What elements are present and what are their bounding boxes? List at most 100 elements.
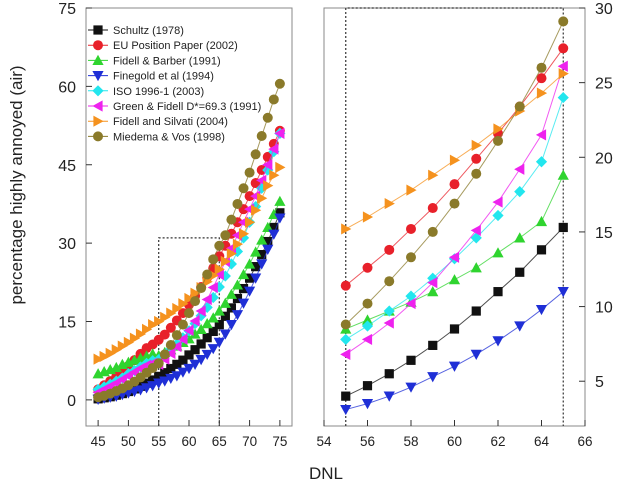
left-data-point xyxy=(141,378,152,388)
left-data-point xyxy=(117,340,128,352)
left-data-point xyxy=(201,317,213,329)
left-y-tick-label: 30 xyxy=(58,236,76,253)
left-data-point xyxy=(160,368,170,378)
right-x-tick-label: 64 xyxy=(534,434,550,449)
right-zoom-box xyxy=(345,7,564,426)
right-data-point xyxy=(557,287,569,298)
right-data-point xyxy=(361,399,374,410)
right-x-tick-label: 60 xyxy=(447,434,462,449)
left-data-point xyxy=(225,288,238,299)
left-data-point xyxy=(165,322,176,333)
left-data-point xyxy=(250,246,262,257)
left-data-point xyxy=(243,258,256,269)
left-data-point xyxy=(274,127,285,139)
left-y-tick-label: 15 xyxy=(58,315,76,332)
right-data-point xyxy=(492,247,504,258)
right-series-line xyxy=(345,291,564,411)
left-data-point xyxy=(208,254,219,265)
legend-marker xyxy=(92,100,103,112)
right-data-point xyxy=(362,211,374,223)
right-data-point xyxy=(340,319,351,330)
left-data-point xyxy=(99,350,110,363)
right-data-point xyxy=(558,222,568,233)
right-data-point xyxy=(405,297,416,310)
right-data-point xyxy=(514,163,525,175)
left-data-point xyxy=(262,244,274,255)
left-data-point xyxy=(184,308,194,319)
right-data-point xyxy=(427,372,439,383)
left-data-point xyxy=(244,273,255,283)
right-data-point xyxy=(427,277,438,289)
legend-label: Finegold et al (1994) xyxy=(113,71,214,83)
right-y-tick-label: 30 xyxy=(595,1,613,18)
left-data-point xyxy=(232,293,243,304)
left-data-point xyxy=(244,191,255,202)
left-data-point xyxy=(256,164,267,175)
left-data-point xyxy=(274,195,286,206)
right-data-point xyxy=(384,244,395,255)
left-data-point xyxy=(250,273,262,284)
left-data-point xyxy=(196,339,206,349)
right-data-point xyxy=(557,60,568,72)
right-data-point xyxy=(383,317,394,329)
left-data-point xyxy=(183,324,194,336)
left-data-point xyxy=(256,131,267,142)
right-data-point xyxy=(427,226,438,237)
left-data-point xyxy=(220,255,231,268)
right-data-point xyxy=(427,286,439,297)
right-series-6 xyxy=(340,60,568,360)
legend-marker xyxy=(92,54,104,65)
left-data-point xyxy=(231,279,244,290)
left-data-point xyxy=(243,286,256,297)
legend-marker xyxy=(93,115,104,127)
left-data-point xyxy=(201,293,212,306)
left-data-point xyxy=(237,298,250,309)
left-data-point xyxy=(213,268,224,281)
left-data-point xyxy=(207,281,218,294)
left-data-point xyxy=(257,250,267,260)
left-data-point xyxy=(196,283,207,294)
right-y-tick-label: 20 xyxy=(595,150,613,167)
left-data-point xyxy=(153,358,164,369)
right-data-point xyxy=(384,369,394,379)
left-series-7 xyxy=(93,161,286,365)
left-data-point xyxy=(225,258,238,270)
right-series-1 xyxy=(341,222,568,401)
left-data-point xyxy=(190,345,200,355)
left-data-point xyxy=(177,333,188,345)
right-data-point xyxy=(557,91,569,104)
left-data-point xyxy=(201,349,213,361)
right-data-point xyxy=(470,224,481,237)
left-data-point xyxy=(160,311,171,323)
left-data-point xyxy=(268,229,280,240)
right-data-point xyxy=(514,101,525,112)
right-data-point xyxy=(341,223,352,235)
left-data-point xyxy=(141,323,153,335)
right-data-point xyxy=(536,245,547,255)
left-data-point xyxy=(159,376,171,387)
right-y-tick-label: 15 xyxy=(595,225,613,242)
right-data-point xyxy=(340,404,352,416)
left-data-point xyxy=(190,287,201,299)
left-data-point xyxy=(268,94,279,105)
right-data-point xyxy=(406,252,416,263)
left-x-tick-label: 45 xyxy=(91,434,106,449)
right-data-point xyxy=(406,355,416,365)
right-series-line xyxy=(345,97,564,340)
right-data-point xyxy=(449,179,460,190)
left-x-tick-label: 65 xyxy=(212,434,227,449)
left-data-point xyxy=(262,221,274,233)
legend-marker xyxy=(92,85,104,97)
right-data-point xyxy=(514,321,526,332)
legend-marker xyxy=(92,71,104,82)
right-data-point xyxy=(493,123,504,135)
left-data-point xyxy=(238,283,249,294)
left-data-point xyxy=(147,381,159,392)
left-data-point xyxy=(177,367,189,378)
legend-label: Fidell and Silvati (2004) xyxy=(113,116,228,128)
right-data-point xyxy=(471,168,482,179)
left-data-point xyxy=(159,329,170,340)
legend-entry: Finegold et al (1994) xyxy=(88,71,214,83)
right-data-point xyxy=(448,251,460,263)
right-y-tick-label: 10 xyxy=(595,300,613,317)
